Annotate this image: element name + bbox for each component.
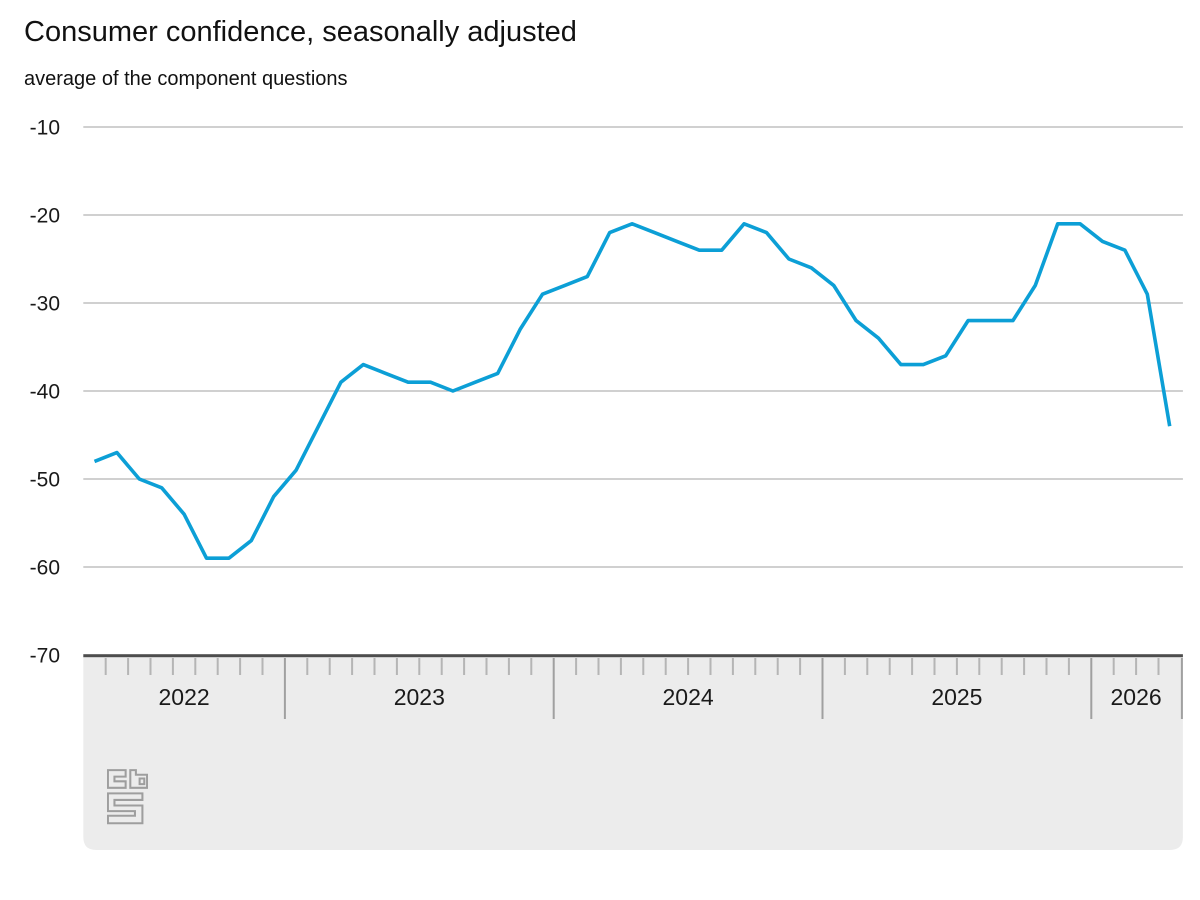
confidence-line — [93, 222, 1172, 561]
y-tick-label: -10 — [30, 117, 60, 140]
y-tick-label: -20 — [30, 205, 60, 228]
y-tick-label: -30 — [30, 293, 60, 316]
year-label: 2026 — [1111, 684, 1162, 710]
y-axis-labels: -10 -20 -30 -40 -50 -60 -70 — [30, 117, 60, 668]
axis-footer-band — [83, 656, 1183, 850]
year-label: 2023 — [394, 684, 445, 710]
cbs-logo-icon — [107, 769, 148, 825]
y-tick-label: -60 — [30, 557, 60, 580]
y-tick-label: -40 — [30, 381, 60, 404]
year-label: 2022 — [159, 684, 210, 710]
chart-subtitle: average of the component questions — [24, 68, 348, 90]
chart-title: Consumer confidence, seasonally adjusted — [24, 16, 577, 48]
year-label: 2025 — [931, 684, 982, 710]
y-tick-label: -70 — [30, 645, 60, 668]
gridlines — [83, 126, 1183, 568]
x-axis-line — [83, 654, 1183, 658]
x-axis-year-labels: 2022 2023 2024 2025 2026 — [159, 684, 1162, 710]
year-label: 2024 — [663, 684, 714, 710]
x-axis-ticks — [104, 658, 1183, 719]
y-tick-label: -50 — [30, 469, 60, 492]
